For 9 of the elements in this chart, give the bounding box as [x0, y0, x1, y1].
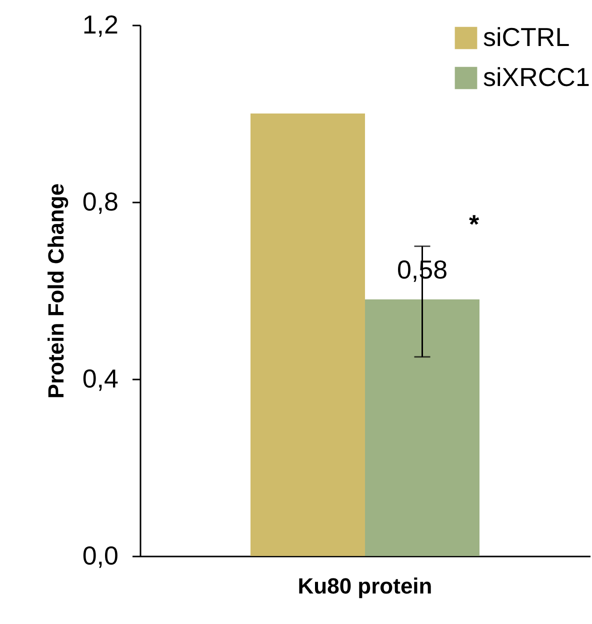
legend-label: siCTRL [483, 22, 570, 52]
legend-label: siXRCC1 [483, 62, 590, 92]
y-tick-label: 0,8 [82, 186, 118, 216]
y-tick-label: 0,0 [82, 540, 118, 570]
y-axis-title: Protein Fold Change [43, 183, 68, 399]
text: * [468, 209, 480, 239]
y-tick-label: 1,2 [82, 10, 118, 40]
x-tick-label: Ku80 protein [298, 574, 432, 598]
y-tick-label: 0,4 [82, 364, 118, 394]
